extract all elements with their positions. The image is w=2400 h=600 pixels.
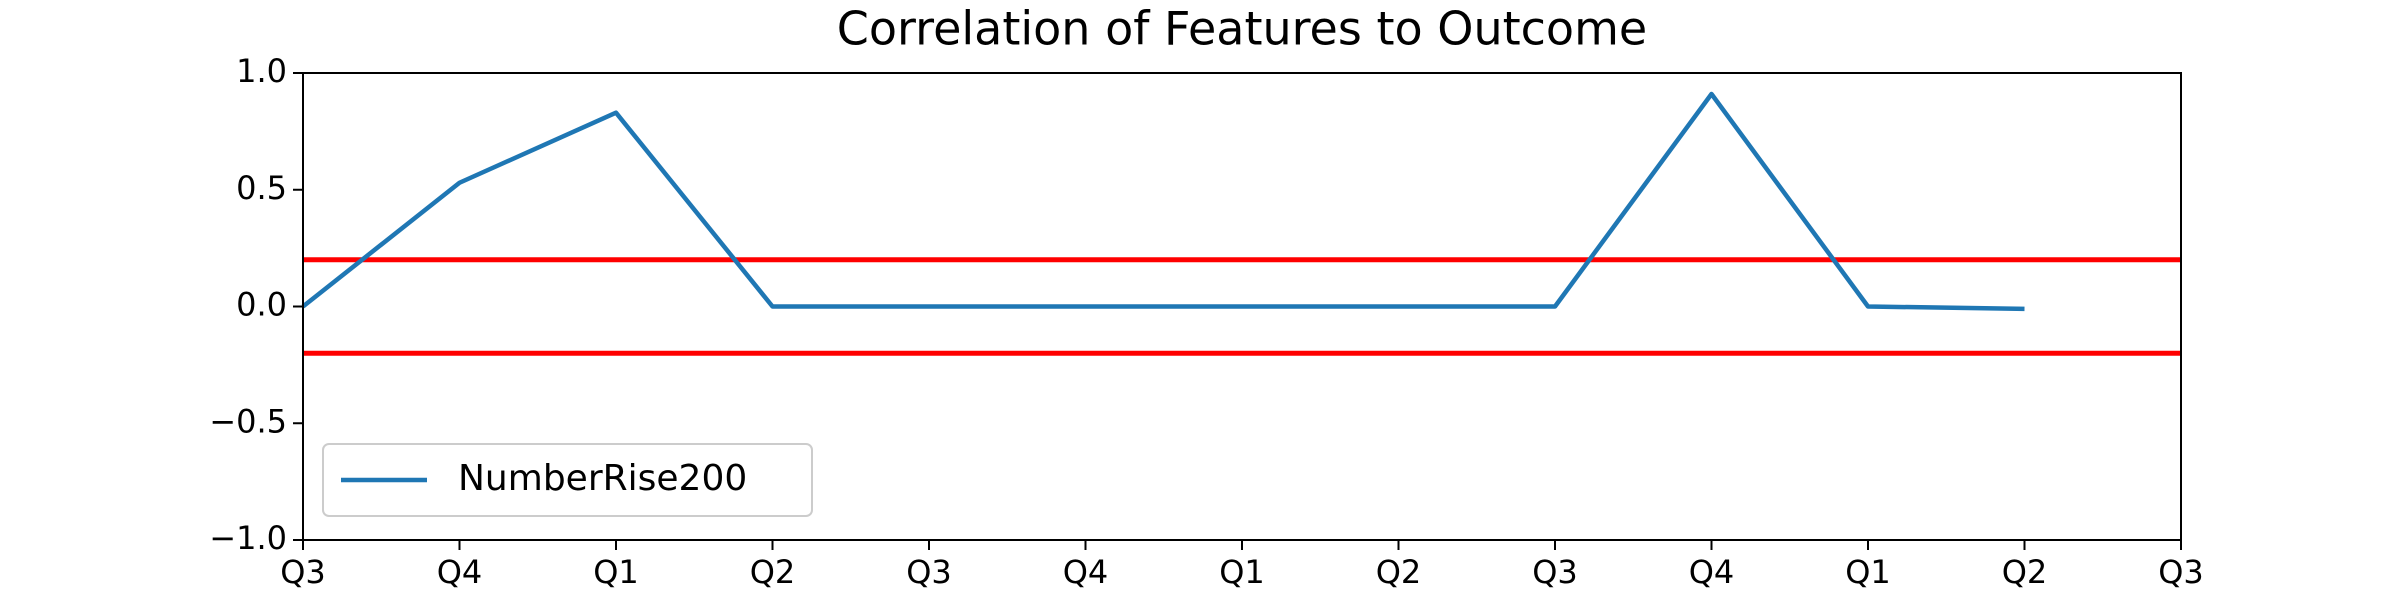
legend-label: NumberRise200	[458, 458, 747, 499]
y-tick-label: −0.5	[209, 402, 287, 440]
x-tick-label: Q2	[750, 553, 796, 591]
x-tick-label: Q4	[437, 553, 483, 591]
x-tick-label: Q2	[2002, 553, 2048, 591]
x-tick-label: Q1	[593, 553, 639, 591]
x-tick-label: Q3	[906, 553, 952, 591]
line-series	[301, 91, 2025, 312]
x-tick-label: Q2	[1376, 553, 1422, 591]
x-tick-label: Q4	[1689, 553, 1735, 591]
x-tick-label: Q3	[280, 553, 326, 591]
x-tick-label: Q3	[1532, 553, 1578, 591]
y-tick-label: −1.0	[209, 519, 287, 557]
y-tick-label: 0.0	[236, 286, 287, 324]
x-tick-label: Q4	[1063, 553, 1109, 591]
x-tick-label: Q1	[1845, 553, 1891, 591]
x-tick-label: Q1	[1219, 553, 1265, 591]
chart-title: Correlation of Features to Outcome	[837, 2, 1647, 56]
x-tick-label: Q3	[2158, 553, 2204, 591]
y-tick-label: 1.0	[236, 52, 287, 90]
legend-box	[322, 443, 813, 517]
plot-frame	[302, 72, 2182, 541]
y-tick-label: 0.5	[236, 169, 287, 207]
